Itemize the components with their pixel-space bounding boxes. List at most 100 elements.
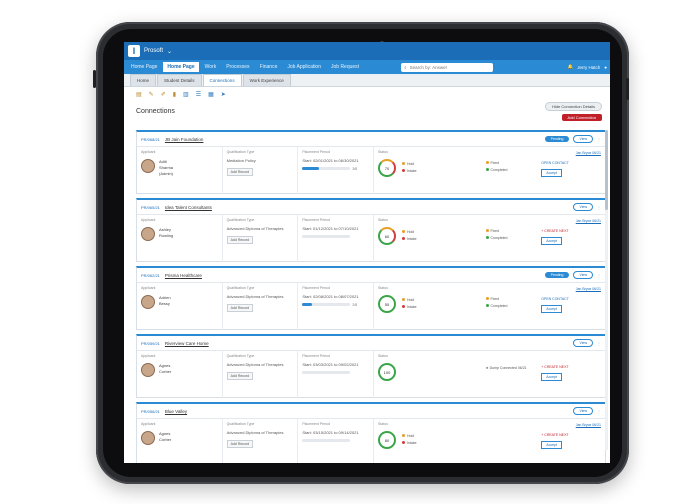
outcome-column: Fixed Completed — [482, 147, 538, 194]
card-name[interactable]: Idea Talent Consultants — [164, 204, 212, 210]
accept-button[interactable]: Accept — [541, 441, 562, 449]
view-button[interactable]: View — [573, 203, 593, 211]
accept-button[interactable]: Accept — [541, 169, 562, 177]
view-button[interactable]: View — [573, 407, 593, 415]
more-icon[interactable]: ⋮ — [597, 136, 601, 142]
accept-button[interactable]: Accept — [541, 373, 562, 381]
scrollbar[interactable] — [605, 130, 608, 450]
outcome-column — [482, 419, 538, 463]
add-record-button[interactable]: Add Record — [226, 372, 254, 380]
placement-column: Placement Period Start: 03/15/2021 to 09/… — [298, 419, 374, 463]
arrow-icon[interactable]: ➤ — [220, 91, 226, 98]
card-code[interactable]: PR/059/21 — [141, 340, 160, 346]
connections-list: PR/068/21 JB Jain Foundation Pending View ⋮ A… — [136, 130, 606, 463]
column-label: Placement Period — [302, 286, 330, 290]
qualification-text: Mediation Policy — [226, 158, 256, 163]
column-label: Applicant — [141, 150, 156, 154]
history-link[interactable]: Jan Bryce 06/21 — [575, 423, 601, 427]
add-record-button[interactable]: Add Record — [226, 168, 254, 176]
card-code[interactable]: PR/068/21 — [141, 136, 160, 142]
card-code[interactable]: PR/062/21 — [141, 272, 160, 278]
nav-item-active[interactable]: Home Page — [163, 62, 199, 72]
view-button[interactable]: View — [573, 271, 593, 279]
app-name[interactable]: Prosoft — [144, 48, 164, 54]
open-contact-button[interactable]: OPEN CONTACT — [541, 297, 569, 301]
card-header: PR/059/21 Riverview Care Home View ⋮ — [137, 336, 605, 350]
chevron-down-icon[interactable]: ⌄ — [167, 48, 173, 55]
add-connection-button[interactable]: Add Connection — [561, 113, 602, 121]
qualification-text: Advanced Diploma of Therapies — [226, 430, 284, 435]
create-next-button[interactable]: + CREATE NEXT — [541, 365, 569, 369]
status-column: Status 60 Hold Intake — [374, 215, 482, 262]
card-name[interactable]: JB Jain Foundation — [164, 136, 204, 142]
edit-icon[interactable]: ✎ — [148, 91, 154, 98]
folder-icon[interactable]: ▤ — [136, 91, 142, 98]
card-name[interactable]: Riverview Care Home — [164, 340, 209, 346]
nav-item[interactable]: Work — [204, 64, 217, 70]
create-next-button[interactable]: + CREATE NEXT — [541, 433, 569, 437]
accept-button[interactable]: Accept — [541, 237, 562, 245]
view-button[interactable]: View — [573, 339, 593, 347]
nav-item[interactable]: Finance — [259, 64, 278, 70]
hide-details-button[interactable]: Hide Connection Details — [545, 101, 602, 111]
add-record-button[interactable]: Add Record — [226, 236, 254, 244]
app-logo[interactable]: I — [128, 45, 140, 57]
progress-count: 2/8 — [352, 303, 358, 307]
status-dot-icon — [485, 161, 489, 164]
person-name-line: Ashley — [159, 227, 172, 232]
pencil-icon[interactable]: ✐ — [160, 91, 166, 98]
action-column: Jan Bryce 06/21 OPEN CONTACT Accept — [537, 283, 605, 330]
more-icon[interactable]: ⋮ — [597, 408, 601, 414]
person-name-line: Sharma — [159, 165, 174, 170]
list-icon[interactable]: ☰ — [195, 91, 202, 98]
nav-item[interactable]: Job Application — [287, 64, 321, 70]
column-label: Status — [378, 354, 388, 358]
card-name[interactable]: Blue Valley — [164, 408, 188, 414]
history-link[interactable]: Jan Bryce 06/21 — [575, 287, 601, 291]
card-name[interactable]: Prisma Healthcare — [164, 272, 202, 278]
user-name[interactable]: Jerry Hatch — [577, 64, 601, 70]
placement-dates: Start: 02/01/2021 to 06/30/2021 — [302, 158, 359, 163]
nav-item[interactable]: Job Request — [331, 64, 360, 70]
create-next-button[interactable]: + CREATE NEXT — [541, 229, 569, 233]
card-code[interactable]: PR/065/21 — [141, 204, 160, 210]
nav-item[interactable]: Processes — [226, 64, 250, 70]
add-record-button[interactable]: Add Record — [226, 304, 254, 312]
status-dot-icon — [485, 236, 489, 239]
open-contact-button[interactable]: OPEN CONTACT — [541, 161, 569, 165]
nav-item[interactable]: Home Page — [131, 64, 158, 70]
accept-button[interactable]: Accept — [541, 305, 562, 313]
person-name-line: (Admin) — [159, 171, 174, 176]
legend-label: Fixed — [490, 161, 500, 165]
avatar[interactable]: ● — [604, 64, 607, 70]
column-label: Placement Period — [302, 218, 330, 222]
more-icon[interactable]: ⋮ — [597, 340, 601, 346]
bell-icon[interactable]: 🔔 — [567, 64, 574, 69]
placement-column: Placement Period Start: 01/12/2021 to 07/… — [298, 215, 374, 262]
scrollbar-thumb[interactable] — [605, 130, 608, 210]
tab-student-details[interactable]: Student Details — [157, 74, 202, 86]
tab-work-experience[interactable]: Work Experience — [242, 74, 291, 86]
history-link[interactable]: Jan Bryce 06/21 — [575, 219, 601, 223]
avatar — [141, 363, 155, 377]
history-link[interactable]: Jan Bryce 06/21 — [575, 151, 601, 155]
tab-connections[interactable]: Connections — [202, 74, 242, 86]
view-button[interactable]: View — [573, 135, 593, 143]
add-record-button[interactable]: Add Record — [226, 440, 254, 448]
chart-icon[interactable]: ▥ — [183, 91, 189, 98]
legend-item: Hold — [402, 433, 417, 440]
column-label: Status — [378, 218, 388, 222]
avatar — [141, 431, 155, 445]
tab-home[interactable]: Home — [130, 74, 157, 86]
placement-column: Placement Period Start: 03/03/2021 to 09/… — [298, 351, 374, 398]
grid-icon[interactable]: ▦ — [208, 91, 214, 98]
tab-bar: Home Student Details Connections Work Ex… — [124, 74, 610, 87]
connection-message: ★ Dump Connected 06/21 — [485, 366, 527, 370]
card-code[interactable]: PR/056/21 — [141, 408, 160, 414]
lock-icon[interactable]: ▮ — [172, 91, 177, 98]
person-name-line: Corber — [159, 369, 172, 374]
more-icon[interactable]: ⋮ — [597, 204, 601, 210]
search-input[interactable]: ⌕ Search by: Answer — [401, 62, 494, 72]
more-icon[interactable]: ⋮ — [597, 272, 601, 278]
column-label: Qualification Type — [226, 150, 255, 154]
